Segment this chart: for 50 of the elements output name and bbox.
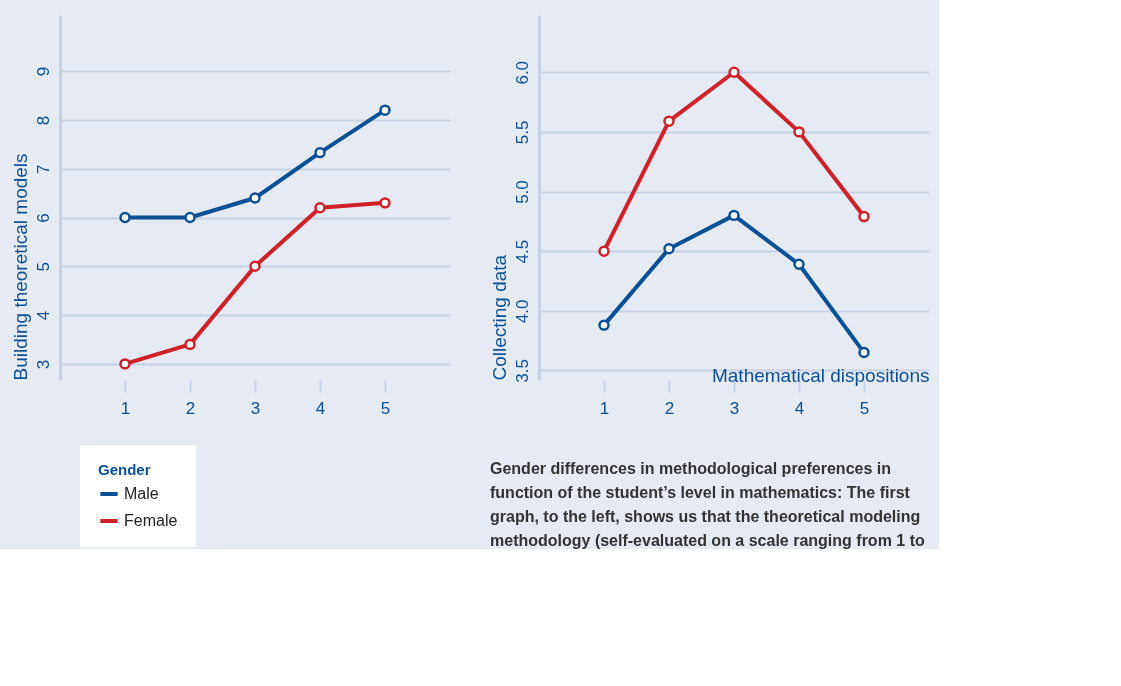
y-tick-label: 5.0: [512, 180, 532, 204]
y-tick-label: 3: [33, 359, 53, 370]
point: [793, 258, 805, 271]
y-tick-label: 6: [33, 213, 53, 223]
x-tick-label: 5: [380, 398, 391, 418]
point: [119, 358, 131, 370]
x-tick-label: 1: [120, 398, 131, 418]
y-tick-label: 8: [33, 115, 53, 126]
y-tick-label: 5.5: [512, 120, 532, 145]
point: [119, 211, 131, 224]
x-tick-label: 2: [664, 398, 675, 418]
y-tick-label: 3.5: [512, 359, 532, 383]
x-tick-label: 1: [599, 398, 610, 418]
point: [793, 126, 805, 138]
y-tick-label: 4.0: [512, 299, 532, 324]
x-tick-label: 4: [794, 398, 805, 418]
y-tick-label: 4: [33, 310, 53, 321]
point: [728, 209, 740, 222]
y-tick-label: 6.0: [512, 60, 532, 85]
y-tick-label: 4.5: [512, 239, 532, 264]
y-axis-title: Collecting data: [488, 254, 510, 381]
y-tick-label: 9: [33, 66, 53, 77]
point: [379, 104, 391, 116]
legend-title: Gender: [98, 461, 151, 478]
legend-label: Female: [124, 512, 178, 529]
point: [184, 211, 196, 224]
point: [184, 338, 196, 351]
point: [728, 66, 740, 78]
point: [858, 346, 870, 359]
x-tick-label: 3: [729, 398, 740, 418]
point: [249, 260, 261, 273]
y-tick-label: 5: [33, 262, 53, 272]
x-tick-label: 4: [315, 398, 326, 418]
text: Gender differences in methodological preferences in function of the student’s level in mathematics: The first graph, to the left, shows us that the theoretical modeling methodology (self-evaluated on a scale ranging from 1 to: [490, 460, 925, 549]
point: [663, 243, 675, 255]
x-axis-title: Mathematical dispositions: [711, 364, 930, 386]
y-axis-title: Building theoretical models: [9, 153, 31, 381]
point: [663, 115, 675, 127]
point: [858, 210, 870, 223]
y-tick-label: 7: [33, 164, 53, 174]
point: [379, 197, 391, 209]
x-tick-label: 2: [185, 398, 196, 418]
x-tick-label: 5: [859, 398, 870, 418]
point: [249, 192, 261, 204]
x-tick-label: 3: [250, 398, 261, 418]
point: [314, 146, 326, 159]
point: [314, 202, 326, 214]
point: [598, 245, 610, 257]
legend-label: Male: [124, 485, 159, 502]
point: [598, 319, 610, 331]
